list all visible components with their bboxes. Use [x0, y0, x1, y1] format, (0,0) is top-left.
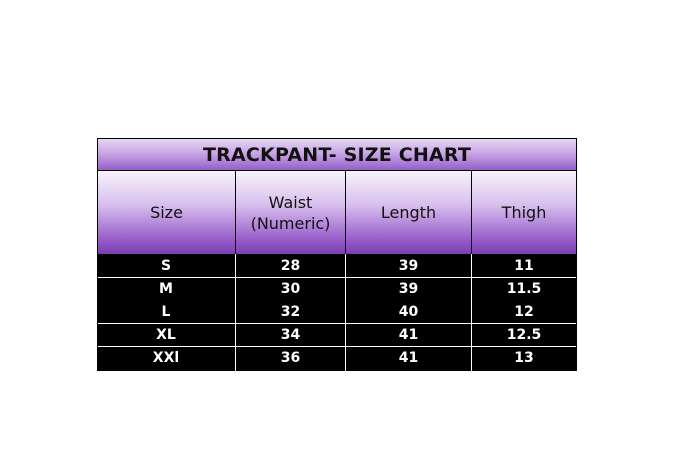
table-row: S 28 39 11	[97, 254, 577, 277]
table-cell: 12	[514, 304, 534, 320]
row-divider	[98, 323, 576, 324]
table-cell: 30	[280, 281, 301, 297]
table-title: TRACKPANT- SIZE CHART	[98, 139, 576, 170]
row-divider	[98, 277, 576, 278]
table-cell: L	[161, 304, 171, 320]
table-row: XXl 36 41 13	[97, 346, 577, 369]
table-cell: 11	[514, 258, 534, 274]
table-cell: 11.5	[506, 281, 542, 297]
header-label-line: Waist	[268, 192, 313, 212]
header-length: Length	[346, 171, 471, 254]
table-cell: 28	[280, 258, 301, 274]
row-divider	[98, 346, 576, 347]
header-thigh: Thigh	[472, 171, 576, 254]
table-cell: XXl	[152, 350, 180, 366]
header-label: Waist (Numeric)	[251, 192, 331, 234]
table-row: L 32 40 12	[97, 300, 577, 323]
column-divider	[471, 254, 472, 371]
header-waist: Waist (Numeric)	[236, 171, 345, 254]
table-cell: M	[159, 281, 173, 297]
header-label-line: (Numeric)	[250, 213, 331, 233]
size-chart-table: TRACKPANT- SIZE CHART Size Waist (Numeric…	[97, 138, 577, 371]
table-cell: 13	[514, 350, 534, 366]
table-cell: 32	[280, 304, 301, 320]
table-cell: 41	[398, 350, 419, 366]
header-label: Length	[380, 203, 437, 222]
table-row: XL 34 41 12.5	[97, 323, 577, 346]
header-size: Size	[98, 171, 235, 254]
table-cell: 39	[398, 258, 419, 274]
table-cell: 36	[280, 350, 301, 366]
table-cell: 34	[280, 327, 301, 343]
table-cell: S	[160, 258, 172, 274]
header-label: Thigh	[501, 203, 547, 222]
table-cell: 40	[398, 304, 419, 320]
table-cell: XL	[156, 327, 176, 343]
column-divider	[235, 254, 236, 371]
table-cell: 39	[398, 281, 419, 297]
column-divider	[345, 254, 346, 371]
header-label: Size	[150, 203, 183, 222]
table-row: M 30 39 11.5	[97, 277, 577, 300]
table-cell: 41	[398, 327, 419, 343]
table-cell: 12.5	[506, 327, 542, 343]
